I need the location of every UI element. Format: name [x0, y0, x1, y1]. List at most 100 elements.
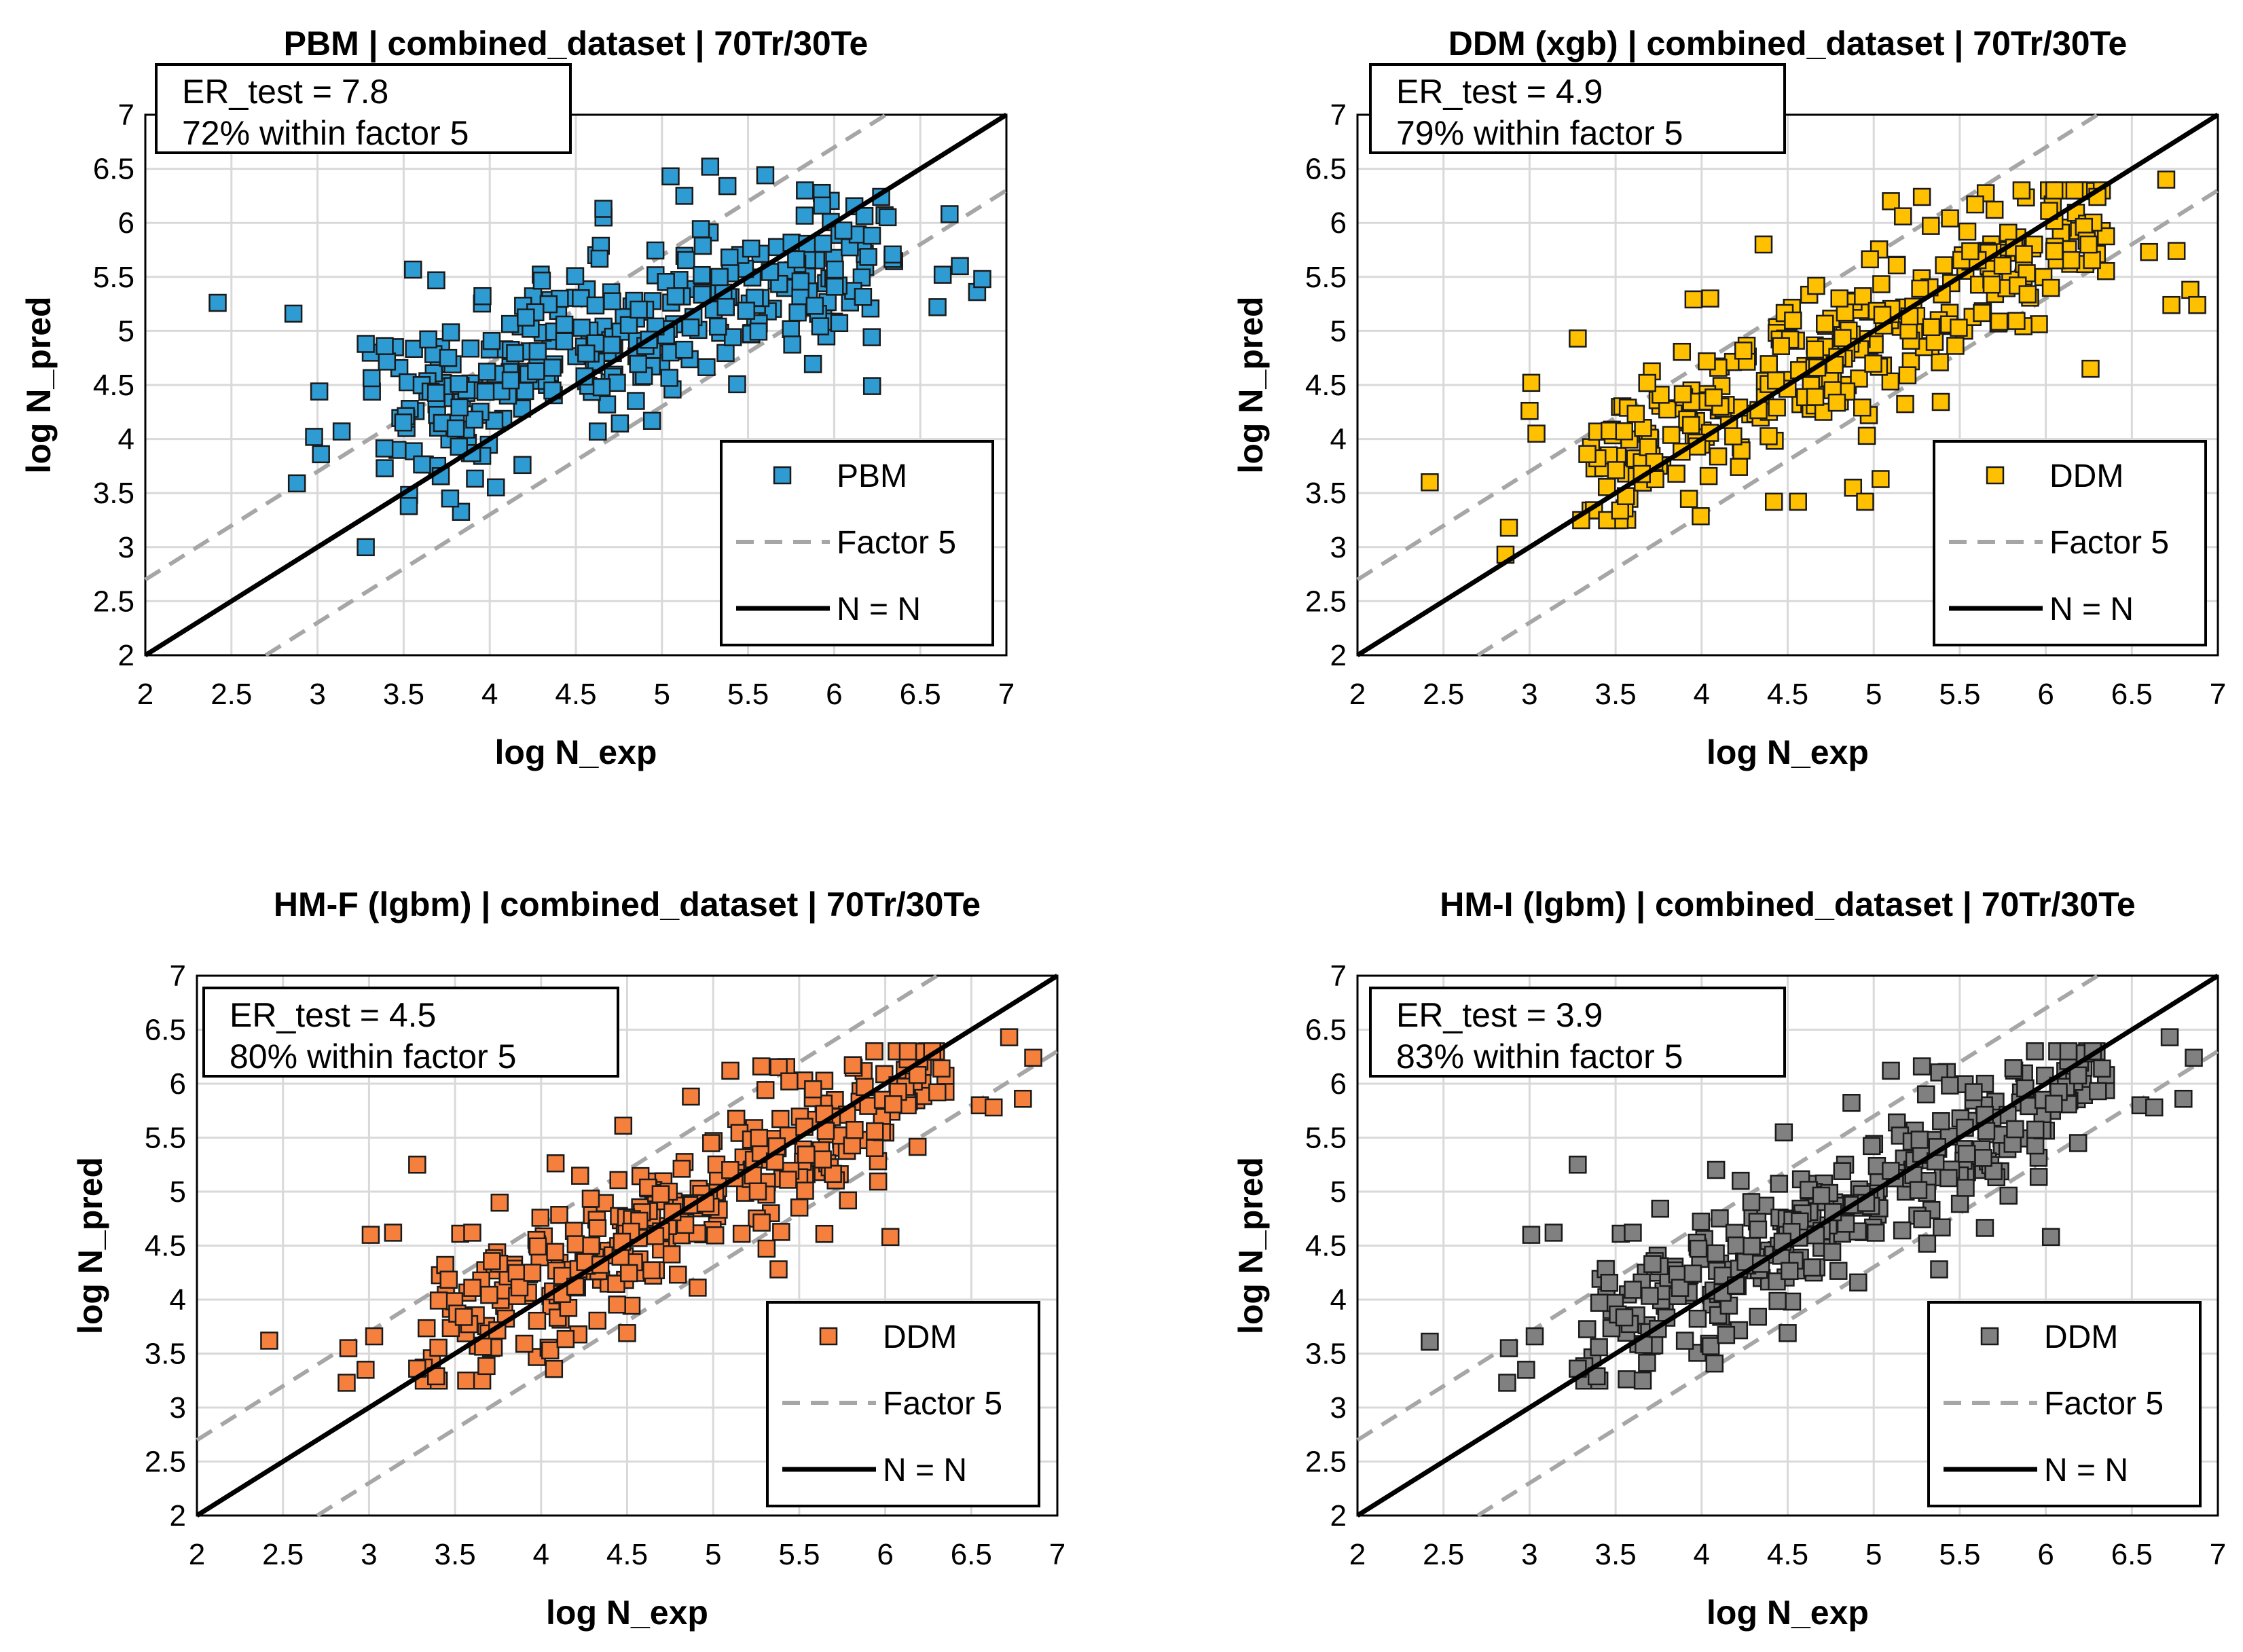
data-point — [1956, 1179, 1975, 1197]
legend-label-factor: Factor 5 — [2049, 525, 2169, 561]
data-point — [541, 1341, 560, 1360]
plot-area — [196, 974, 1059, 1517]
data-point — [1527, 424, 1546, 443]
data-point — [1931, 353, 1949, 371]
data-point — [436, 1255, 454, 1274]
data-point — [463, 1224, 481, 1242]
data-point — [749, 323, 768, 341]
stats-error-rate: ER_test = 4.5 — [230, 996, 436, 1034]
x-tick-label: 4 — [1694, 678, 1710, 711]
data-point — [424, 345, 443, 363]
data-point — [865, 1042, 883, 1061]
data-point — [546, 1243, 564, 1262]
data-point — [260, 1332, 278, 1350]
data-point — [2030, 315, 2048, 333]
data-point — [419, 330, 437, 349]
data-point — [1624, 1224, 1642, 1242]
data-point — [859, 248, 877, 266]
y-tick-label: 5.5 — [1305, 1122, 1347, 1155]
data-point — [843, 1136, 862, 1155]
data-point — [706, 1226, 725, 1245]
data-point — [716, 297, 735, 316]
data-point — [1525, 1327, 1544, 1346]
stats-error-rate: ER_test = 3.9 — [1396, 996, 1603, 1034]
data-point — [855, 206, 874, 225]
x-tick-label: 3 — [361, 1538, 377, 1571]
y-axis-label: log N_pred — [1232, 1157, 1270, 1334]
data-point — [1784, 311, 1802, 330]
data-point — [2185, 1048, 2203, 1067]
x-tick-label: 5 — [654, 678, 670, 711]
data-point — [1911, 279, 1929, 298]
data-point — [2079, 235, 2098, 254]
data-point — [862, 377, 881, 395]
data-point — [2045, 1095, 2063, 1113]
legend-label-factor: Factor 5 — [883, 1386, 1002, 1422]
x-tick-label: 3.5 — [383, 678, 424, 711]
data-point — [305, 428, 323, 446]
data-point — [689, 1279, 707, 1297]
chart-panel-4: 22 2.5 2.5 3 3 3.5 3.5 4 4 4.5 4.5 5 5 5.5 5.5 6 6 6.5 6.5… — [1232, 885, 2226, 1632]
data-point — [1633, 1372, 1652, 1390]
data-point — [2062, 251, 2081, 270]
data-point — [1958, 222, 1977, 241]
data-point — [1638, 1353, 1656, 1372]
data-point — [588, 1311, 606, 1330]
data-point — [1896, 394, 1914, 414]
data-point — [477, 1357, 496, 1376]
data-point — [830, 314, 849, 333]
data-point — [1807, 276, 1825, 295]
data-point — [1833, 1162, 1852, 1181]
data-point — [477, 363, 496, 381]
data-point — [376, 459, 394, 477]
legend-label-points: PBM — [837, 458, 907, 494]
data-point — [782, 320, 800, 338]
data-point — [1759, 427, 1778, 445]
legend-label-points: DDM — [2044, 1319, 2118, 1355]
identity-line — [1356, 113, 2219, 657]
x-tick-label: 6 — [826, 678, 842, 711]
data-point — [1806, 340, 1825, 359]
data-point — [1861, 250, 1879, 269]
data-point — [2045, 242, 2064, 261]
data-point — [1624, 1281, 1642, 1299]
data-point — [394, 413, 413, 432]
data-point — [2045, 181, 2064, 200]
stats-box — [202, 987, 619, 1078]
data-point — [697, 358, 716, 376]
data-point — [361, 1226, 380, 1244]
y-tick-label: 3.5 — [93, 477, 134, 510]
data-point — [622, 1296, 641, 1315]
data-point — [1421, 473, 1439, 492]
identity-line — [144, 113, 1008, 657]
x-axis-label: log N_exp — [1707, 733, 1869, 771]
data-point — [951, 257, 969, 276]
data-point — [528, 1311, 547, 1330]
data-point — [1749, 1307, 1767, 1326]
data-point — [1834, 329, 1852, 348]
data-point — [523, 1264, 542, 1282]
plot-area — [1356, 974, 2219, 1517]
y-tick-label: 3.5 — [1305, 1338, 1347, 1371]
data-point — [1856, 492, 1874, 511]
data-point — [476, 382, 495, 401]
data-point — [661, 167, 680, 185]
data-point — [577, 344, 596, 363]
data-point — [1764, 492, 1783, 511]
data-point — [669, 1265, 687, 1284]
data-point — [1783, 1292, 1802, 1311]
data-point — [1966, 195, 1984, 214]
y-tick-label: 4 — [1330, 1283, 1347, 1317]
data-point — [908, 1137, 927, 1156]
data-point — [1615, 422, 1634, 441]
x-tick-label: 3.5 — [1595, 1538, 1637, 1571]
data-point — [2157, 170, 2176, 189]
y-tick-label: 3 — [1330, 1391, 1347, 1425]
data-point — [1887, 256, 1906, 275]
data-point — [466, 469, 484, 488]
x-tick-label: 2.5 — [1423, 1538, 1464, 1571]
data-point — [441, 489, 460, 508]
data-point — [1941, 1076, 1959, 1095]
data-point — [1842, 1094, 1861, 1112]
data-point — [1743, 1237, 1761, 1255]
